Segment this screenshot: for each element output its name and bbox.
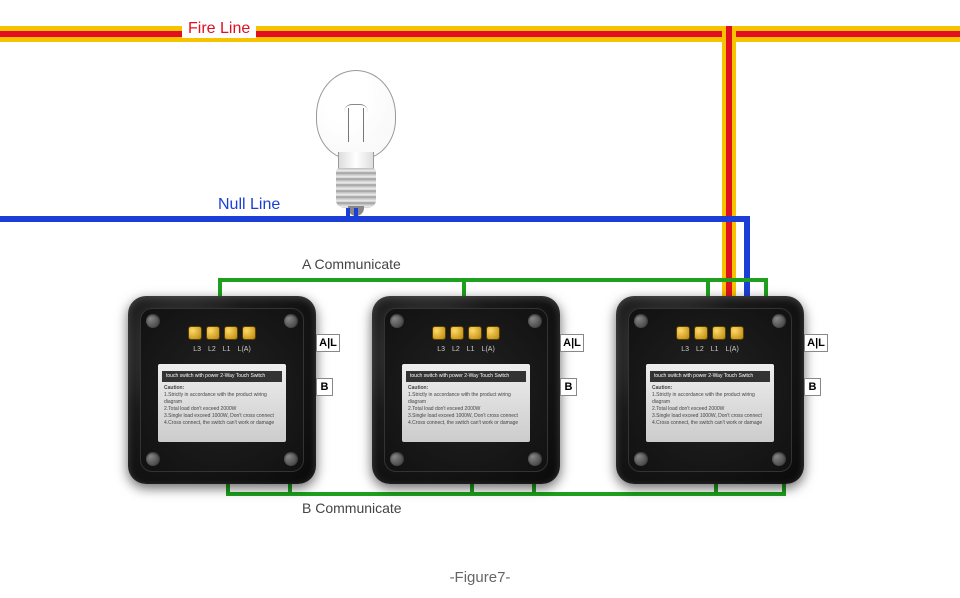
tab-al: A|L: [804, 334, 828, 352]
terminal-block: [676, 326, 744, 340]
tab-b: B: [560, 378, 577, 396]
figure-caption: -Figure7-: [0, 569, 960, 586]
terminal-block: [188, 326, 256, 340]
info-panel: touch switch with power 2-Way Touch Swit…: [402, 364, 530, 442]
tab-al: A|L: [560, 334, 584, 352]
info-panel: touch switch with power 2-Way Touch Swit…: [646, 364, 774, 442]
null-line-label: Null Line: [214, 196, 284, 214]
light-bulb: [296, 70, 416, 230]
info-panel: touch switch with power 2-Way Touch Swit…: [158, 364, 286, 442]
tab-b: B: [804, 378, 821, 396]
a-comm-label: A Communicate: [302, 256, 401, 272]
b-comm-label: B Communicate: [302, 500, 402, 516]
tab-al: A|L: [316, 334, 340, 352]
b-comm-h: [226, 492, 786, 496]
a-comm-h: [218, 278, 768, 282]
terminal-block: [432, 326, 500, 340]
switch-2: L3L2L1L(A) touch switch with power 2-Way…: [372, 296, 560, 484]
fire-line-label: Fire Line: [182, 20, 256, 38]
switch-3: L3L2L1L(A) touch switch with power 2-Way…: [616, 296, 804, 484]
fire-line-stripe-inner: [0, 31, 960, 37]
null-line-h: [0, 216, 750, 222]
switch-1: L3L2L1L(A) touch switch with power 2-Way…: [128, 296, 316, 484]
tab-b: B: [316, 378, 333, 396]
